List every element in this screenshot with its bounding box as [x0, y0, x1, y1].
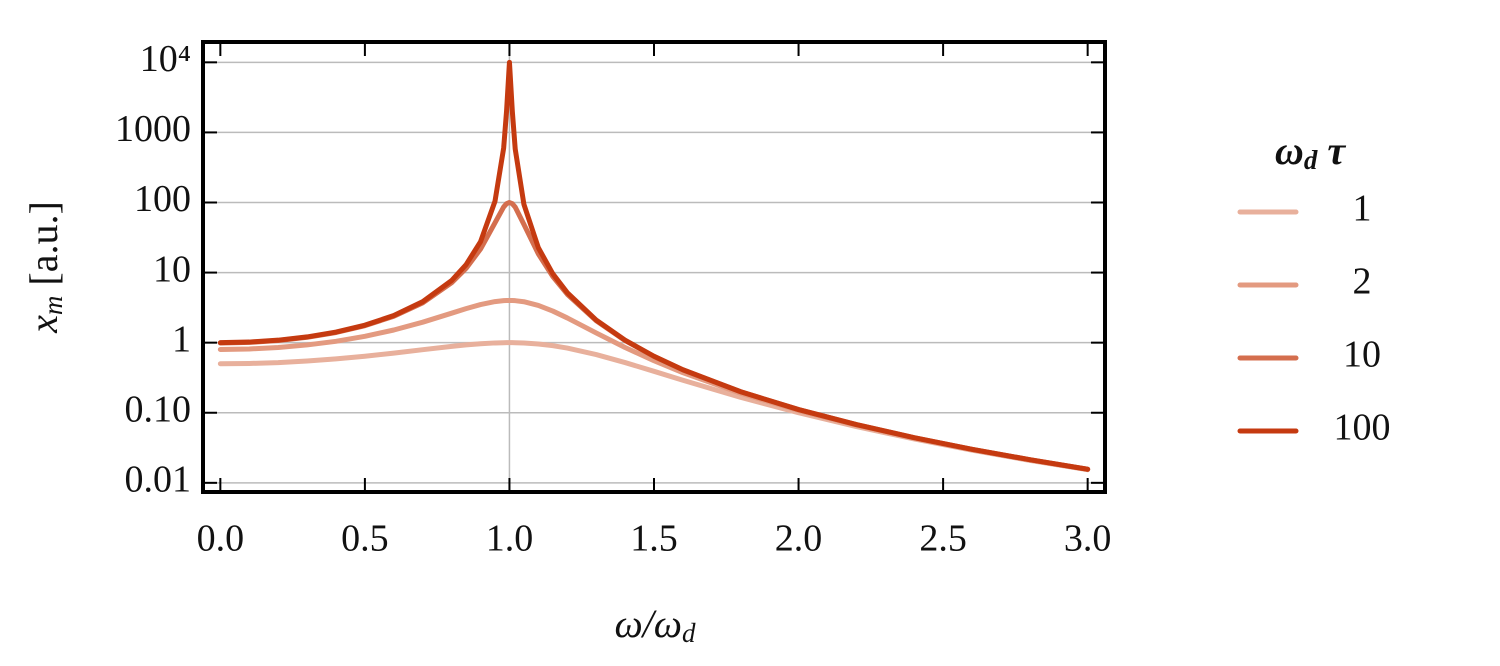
legend-title-main: ω	[1275, 128, 1304, 173]
x-axis-label: ω/ωd	[614, 601, 696, 648]
y-tick-label: 10	[153, 248, 191, 290]
x-tick-label: 1.0	[486, 518, 534, 560]
y-tick-label: 0.10	[125, 388, 192, 430]
y-label-sub: m	[38, 296, 68, 316]
x-label-main: ω/ω	[614, 601, 682, 646]
y-tick-label: 1000	[115, 108, 191, 150]
x-tick-label: 0.5	[341, 518, 389, 560]
y-tick-label: 1	[172, 318, 191, 360]
legend-label: 100	[1334, 407, 1391, 449]
y-axis-label: xm [a.u.]	[21, 201, 68, 334]
x-tick-label: 2.5	[919, 518, 967, 560]
y-label-main: x	[21, 315, 66, 334]
y-tick-label: 100	[134, 178, 191, 220]
x-label-sub: d	[682, 618, 696, 648]
legend-label: 10	[1343, 334, 1381, 376]
y-label-rest: [a.u.]	[21, 201, 66, 295]
x-tick-label: 3.0	[1064, 518, 1112, 560]
series-line	[217, 340, 1091, 473]
legend-title-rest: τ	[1317, 128, 1346, 173]
x-tick-label: 2.0	[775, 518, 823, 560]
legend-title-sub: d	[1304, 145, 1318, 175]
x-tick-label: 0.0	[197, 518, 245, 560]
y-tick-label: 0.01	[125, 459, 192, 501]
series-line	[217, 59, 1091, 472]
legend-title: ωd τ	[1275, 128, 1346, 175]
plot-frame	[201, 40, 1107, 494]
x-tick-label: 1.5	[630, 518, 678, 560]
series-line	[217, 200, 1091, 472]
y-tick-label: 10⁴	[140, 38, 191, 80]
legend-label: 1	[1353, 188, 1372, 230]
legend-label: 2	[1353, 261, 1372, 303]
